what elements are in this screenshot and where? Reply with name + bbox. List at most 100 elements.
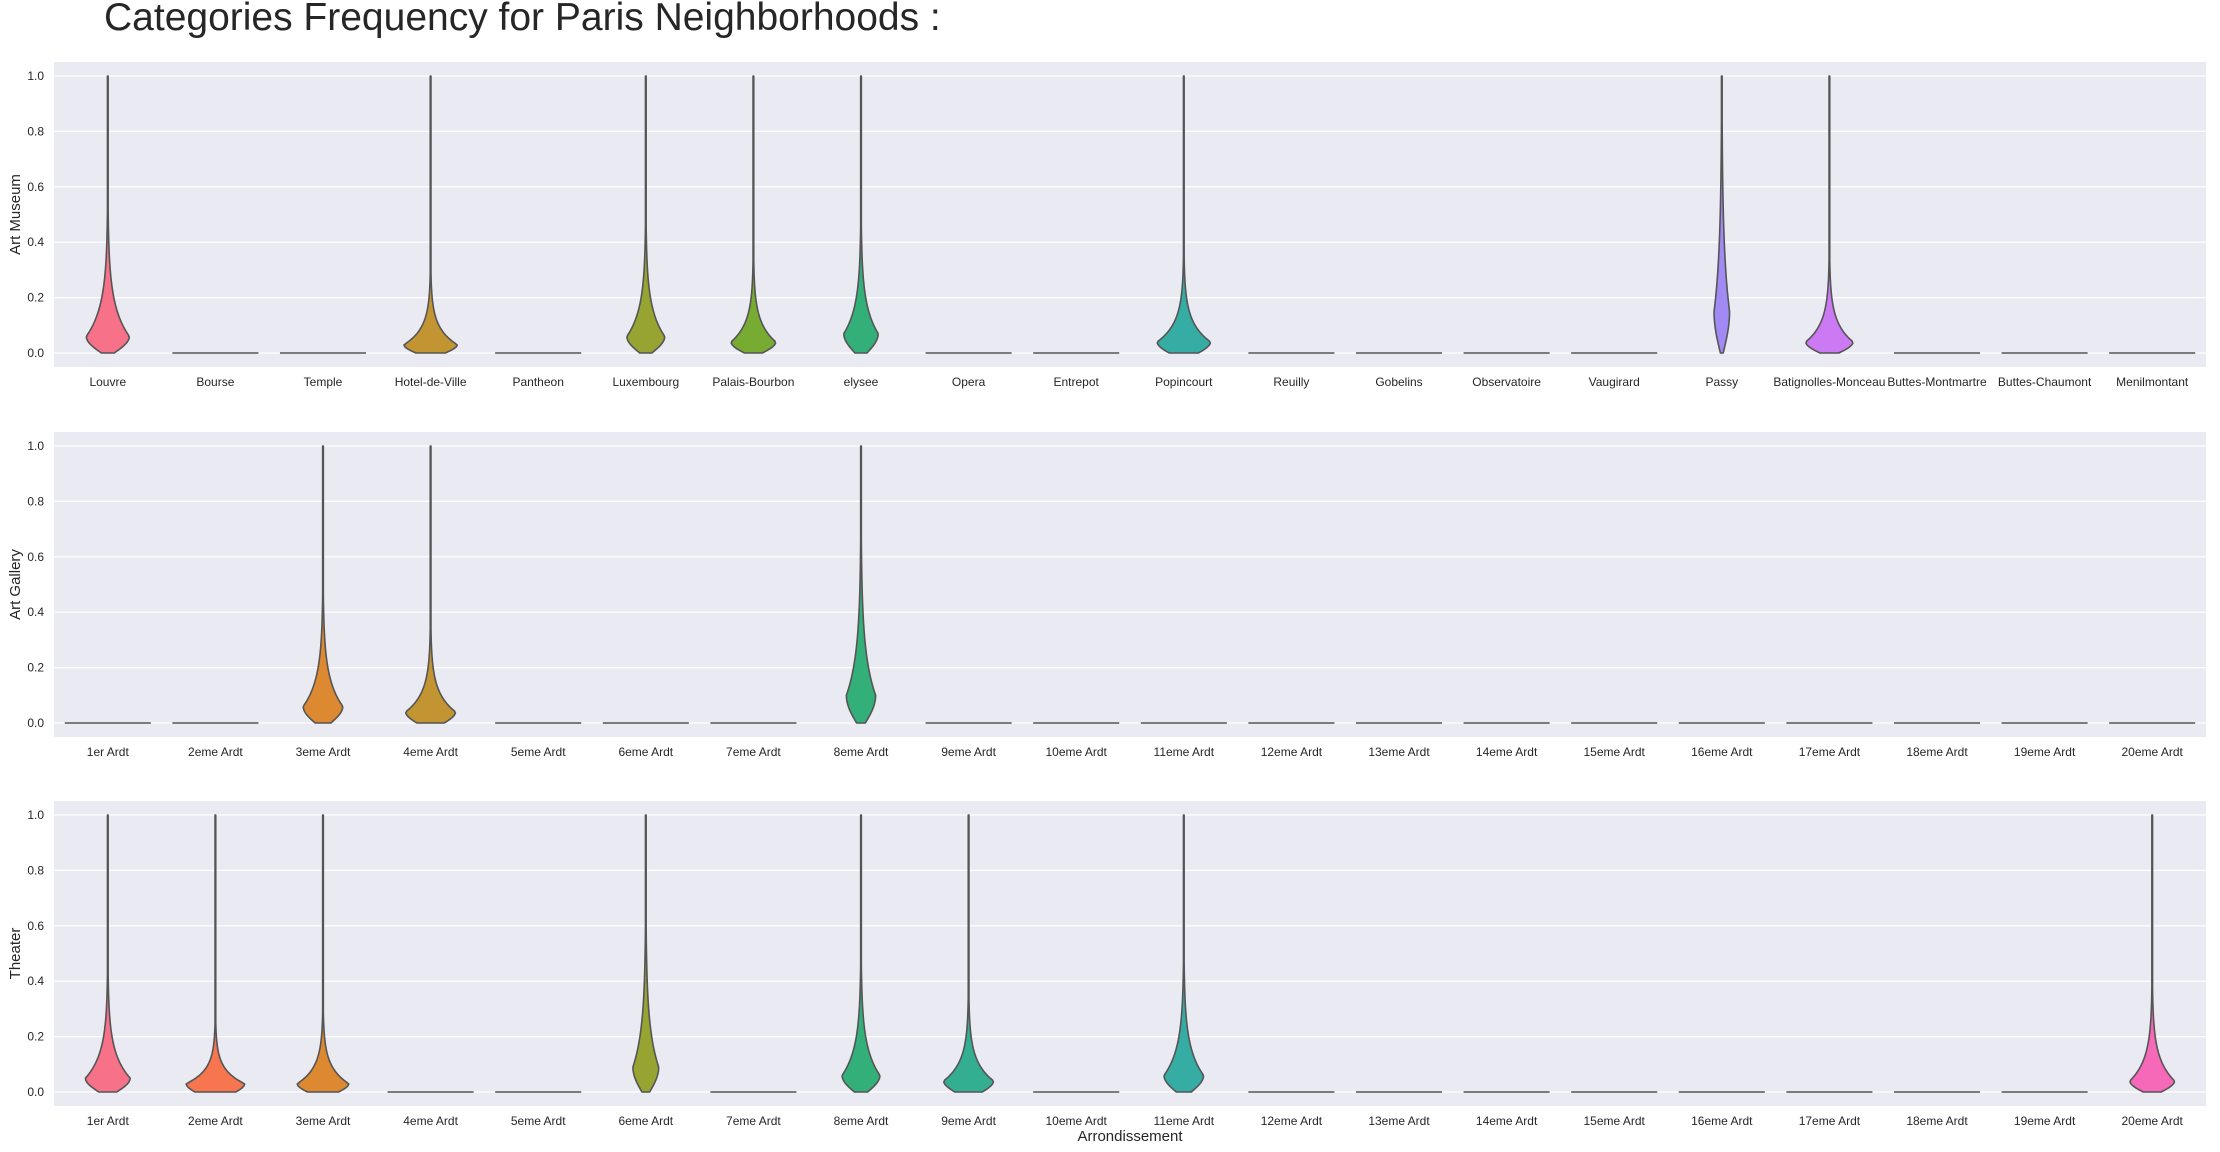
x-tick-label: Buttes-Montmartre — [1887, 375, 1987, 389]
x-tick-label: Menilmontant — [2116, 375, 2189, 389]
violin-4eme Ardt — [404, 445, 457, 724]
x-tick-label: Temple — [304, 375, 343, 389]
x-tick-label: Louvre — [89, 375, 126, 389]
x-tick-label: 5eme Ardt — [511, 745, 566, 759]
subplot-3: 0.0 0.2 0.4 0.6 0.8 1.0 Theater 1er Ardt 2eme Ar… — [7, 801, 2206, 1145]
y-tick-label: 0.4 — [27, 974, 44, 988]
x-tick-label: 7eme Ardt — [726, 745, 781, 759]
y-tick-label: 0.2 — [27, 1030, 44, 1044]
x-tick-label: 6eme Ardt — [618, 1114, 673, 1128]
page-title: Categories Frequency for Paris Neighborh… — [104, 0, 941, 39]
x-tick-label: 1er Ardt — [87, 745, 130, 759]
violin-8eme Ardt — [845, 445, 877, 724]
x-tick-label: Hotel-de-Ville — [395, 375, 467, 389]
plot-background — [54, 62, 2206, 367]
x-tick-label: 11eme Ardt — [1154, 1114, 1215, 1128]
violin-11eme Ardt — [1163, 814, 1205, 1093]
x-tick-label: 2eme Ardt — [188, 1114, 243, 1128]
x-tick-label: 7eme Ardt — [726, 1114, 781, 1128]
subplot-2: 0.0 0.2 0.4 0.6 0.8 1.0 Art Gallery 1er Ardt 2em… — [7, 432, 2206, 759]
y-tick-label: 0.8 — [27, 494, 44, 508]
y-tick-label: 1.0 — [27, 69, 44, 83]
x-tick-label: 13eme Ardt — [1368, 1114, 1430, 1128]
y-tick-label: 1.0 — [27, 808, 44, 822]
plot-background — [54, 432, 2206, 737]
x-tick-label: 1er Ardt — [87, 1114, 130, 1128]
y-axis-label: Art Museum — [7, 174, 24, 255]
y-tick-label: 0.0 — [27, 1085, 44, 1099]
x-tick-label: 16eme Ardt — [1691, 1114, 1753, 1128]
x-tick-label: Pantheon — [513, 375, 564, 389]
violin-Hotel-de-Ville — [403, 75, 459, 354]
x-tick-label: Batignolles-Monceau — [1773, 375, 1885, 389]
x-tick-label: Buttes-Chaumont — [1998, 375, 2092, 389]
violin-Popincourt — [1156, 75, 1212, 354]
x-tick-label: Entrepot — [1054, 375, 1100, 389]
violin-3eme Ardt — [302, 445, 344, 724]
x-tick-label: 10eme Ardt — [1046, 745, 1108, 759]
plot-background — [54, 801, 2206, 1106]
x-tick-label: Passy — [1705, 375, 1738, 389]
x-tick-label: 20eme Ardt — [2122, 745, 2184, 759]
violin-2eme Ardt — [185, 814, 246, 1093]
x-tick-label: Opera — [952, 375, 986, 389]
y-tick-label: 0.2 — [27, 291, 44, 305]
x-tick-label: 9eme Ardt — [941, 745, 996, 759]
y-tick-label: 0.6 — [27, 180, 44, 194]
x-tick-label: Palais-Bourbon — [712, 375, 794, 389]
x-tick-label: Observatoire — [1472, 375, 1541, 389]
x-tick-label: 13eme Ardt — [1368, 745, 1430, 759]
y-tick-label: 0.4 — [27, 605, 44, 619]
x-tick-label: 8eme Ardt — [834, 1114, 889, 1128]
x-tick-label: 19eme Ardt — [2014, 745, 2076, 759]
x-tick-label: Gobelins — [1375, 375, 1422, 389]
x-tick-label: Bourse — [196, 375, 234, 389]
violin-8eme Ardt — [841, 814, 881, 1093]
subplot-1: 0.0 0.2 0.4 0.6 0.8 1.0 Art Museum Louvre Bourse… — [7, 62, 2206, 389]
x-tick-label: 14eme Ardt — [1476, 745, 1538, 759]
y-tick-label: 0.6 — [27, 550, 44, 564]
violin-Palais-Bourbon — [730, 75, 777, 354]
x-tick-label: 4eme Ardt — [403, 745, 458, 759]
violin-Luxembourg — [626, 75, 666, 354]
x-tick-label: elysee — [844, 375, 879, 389]
y-tick-label: 0.8 — [27, 124, 44, 138]
x-tick-label: 9eme Ardt — [941, 1114, 996, 1128]
x-tick-label: Reuilly — [1273, 375, 1309, 389]
x-tick-label: 12eme Ardt — [1261, 1114, 1323, 1128]
y-tick-label: 0.8 — [27, 863, 44, 877]
y-tick-label: 0.0 — [27, 346, 44, 360]
violin-3eme Ardt — [296, 814, 350, 1093]
x-tick-label: 18eme Ardt — [1906, 745, 1968, 759]
y-tick-label: 0.0 — [27, 716, 44, 730]
violin-elysee — [843, 75, 879, 354]
x-tick-label: 3eme Ardt — [296, 745, 351, 759]
x-tick-label: 16eme Ardt — [1691, 745, 1753, 759]
violin-Louvre — [85, 75, 131, 354]
y-axis-label: Art Gallery — [7, 549, 24, 620]
x-tick-label: Vaugirard — [1589, 375, 1640, 389]
x-tick-label: 8eme Ardt — [834, 745, 889, 759]
violin-Passy — [1713, 75, 1731, 354]
x-tick-label: 18eme Ardt — [1906, 1114, 1968, 1128]
x-tick-label: 6eme Ardt — [618, 745, 673, 759]
x-tick-label: 12eme Ardt — [1261, 745, 1323, 759]
violin-1er Ardt — [84, 814, 131, 1093]
x-tick-label: 3eme Ardt — [296, 1114, 351, 1128]
x-axis-label: Arrondissement — [1077, 1128, 1183, 1145]
x-tick-label: 15eme Ardt — [1584, 745, 1646, 759]
y-tick-label: 1.0 — [27, 439, 44, 453]
x-tick-label: 20eme Ardt — [2122, 1114, 2184, 1128]
y-tick-label: 0.4 — [27, 235, 44, 249]
x-tick-label: 14eme Ardt — [1476, 1114, 1538, 1128]
violin-20eme Ardt — [2129, 814, 2176, 1093]
y-tick-label: 0.6 — [27, 919, 44, 933]
x-tick-label: 17eme Ardt — [1799, 745, 1861, 759]
x-tick-label: 10eme Ardt — [1046, 1114, 1108, 1128]
violin-6eme Ardt — [632, 814, 660, 1093]
violin-Batignolles-Monceau — [1805, 75, 1854, 354]
x-tick-label: 19eme Ardt — [2014, 1114, 2076, 1128]
x-tick-label: 17eme Ardt — [1799, 1114, 1861, 1128]
x-tick-label: 15eme Ardt — [1584, 1114, 1646, 1128]
